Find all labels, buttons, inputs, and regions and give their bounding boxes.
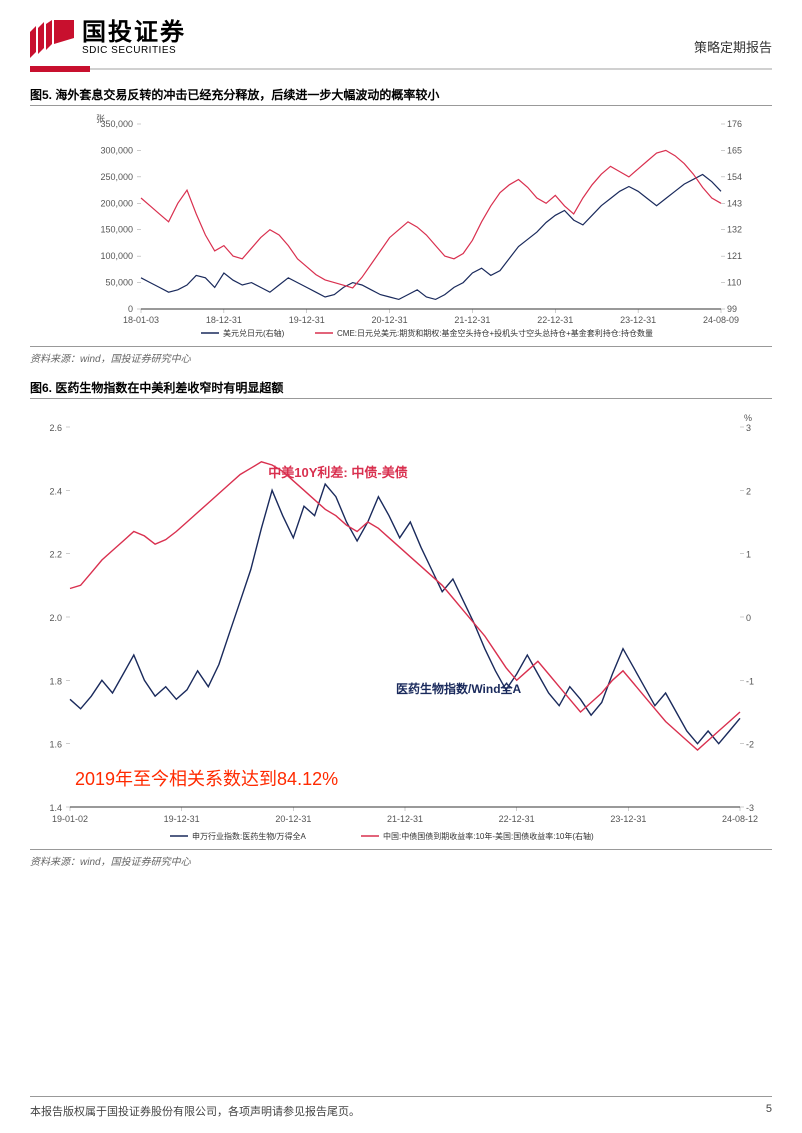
report-type-label: 策略定期报告 (694, 37, 772, 56)
svg-text:1.4: 1.4 (49, 803, 62, 813)
svg-text:中国:中债国债到期收益率:10年-美国:国债收益率:10年(: 中国:中债国债到期收益率:10年-美国:国债收益率:10年(右轴) (383, 831, 594, 841)
svg-text:154: 154 (727, 172, 742, 182)
svg-text:3: 3 (746, 423, 751, 433)
svg-text:19-01-02: 19-01-02 (52, 814, 88, 824)
svg-text:23-12-31: 23-12-31 (620, 315, 656, 325)
svg-text:250,000: 250,000 (100, 172, 133, 182)
company-logo-icon (30, 20, 74, 58)
svg-text:300,000: 300,000 (100, 145, 133, 155)
svg-text:20-12-31: 20-12-31 (275, 814, 311, 824)
svg-text:-3: -3 (746, 803, 754, 813)
svg-text:19-12-31: 19-12-31 (164, 814, 200, 824)
copyright-text: 本报告版权属于国投证券股份有限公司，各项声明请参见报告尾页。 (30, 1103, 360, 1119)
svg-text:1: 1 (746, 550, 751, 560)
svg-text:%: % (744, 413, 752, 423)
chart6-canvas: 1.4 1.6 1.8 2.0 2.2 2.4 2.6% -3 -2 -1 0 1 2 3 19-01-02… (30, 407, 770, 847)
svg-text:121: 121 (727, 251, 742, 261)
svg-text:99: 99 (727, 304, 737, 314)
svg-text:1.8: 1.8 (49, 676, 62, 686)
svg-text:张: 张 (96, 114, 105, 124)
svg-text:24-08-09: 24-08-09 (703, 315, 739, 325)
svg-text:1.6: 1.6 (49, 740, 62, 750)
page-number: 5 (766, 1103, 772, 1119)
svg-text:中美10Y利差: 中债-美债: 中美10Y利差: 中债-美债 (268, 465, 407, 480)
svg-text:100,000: 100,000 (100, 251, 133, 261)
svg-text:165: 165 (727, 145, 742, 155)
page-footer: 本报告版权属于国投证券股份有限公司，各项声明请参见报告尾页。 5 (30, 1096, 772, 1119)
svg-text:200,000: 200,000 (100, 198, 133, 208)
svg-text:110: 110 (727, 278, 741, 288)
header-divider (30, 66, 772, 72)
chart6-title: 图6. 医药生物指数在中美利差收窄时有明显超额 (30, 379, 772, 399)
svg-text:2.0: 2.0 (49, 613, 62, 623)
chart6-section: 图6. 医药生物指数在中美利差收窄时有明显超额 1.4 1.6 1.8 2.0 2.2 2… (30, 379, 772, 868)
svg-text:医药生物指数/Wind全A: 医药生物指数/Wind全A (396, 681, 522, 696)
svg-text:2019年至今相关系数达到84.12%: 2019年至今相关系数达到84.12% (75, 769, 338, 789)
svg-text:18-12-31: 18-12-31 (206, 315, 242, 325)
svg-text:150,000: 150,000 (100, 225, 133, 235)
chart5-section: 图5. 海外套息交易反转的冲击已经充分释放，后续进一步大幅波动的概率较小 0 50… (30, 86, 772, 365)
svg-text:申万行业指数:医药生物/万得全A: 申万行业指数:医药生物/万得全A (192, 831, 306, 841)
logo-block: 国投证券 SDIC SECURITIES (30, 20, 186, 58)
chart6-source: 资料来源：wind，国投证券研究中心 (30, 853, 772, 868)
chart5-source: 资料来源：wind，国投证券研究中心 (30, 350, 772, 365)
svg-text:350,000: 350,000 (100, 119, 133, 129)
svg-text:CME:日元兑美元:期货和期权:基金空头持仓+投机头寸空头总: CME:日元兑美元:期货和期权:基金空头持仓+投机头寸空头总持仓+基金套利持仓:… (337, 328, 653, 338)
svg-text:21-12-31: 21-12-31 (454, 315, 490, 325)
page-header: 国投证券 SDIC SECURITIES 策略定期报告 (30, 20, 772, 58)
svg-text:-2: -2 (746, 740, 754, 750)
svg-text:24-08-12: 24-08-12 (722, 814, 758, 824)
svg-text:23-12-31: 23-12-31 (610, 814, 646, 824)
svg-text:176: 176 (727, 119, 742, 129)
company-name-cn: 国投证券 (82, 21, 186, 45)
chart5-container: 0 50,000 100,000 150,000 200,000 250,000 300,0… (30, 110, 772, 347)
svg-text:19-12-31: 19-12-31 (289, 315, 325, 325)
svg-text:132: 132 (727, 225, 742, 235)
svg-text:143: 143 (727, 198, 742, 208)
svg-text:0: 0 (128, 304, 133, 314)
chart5-title: 图5. 海外套息交易反转的冲击已经充分释放，后续进一步大幅波动的概率较小 (30, 86, 772, 106)
svg-text:50,000: 50,000 (105, 278, 133, 288)
svg-text:美元兑日元(右轴): 美元兑日元(右轴) (223, 328, 285, 338)
svg-text:-1: -1 (746, 676, 754, 686)
svg-text:2.6: 2.6 (49, 423, 62, 433)
svg-text:20-12-31: 20-12-31 (372, 315, 408, 325)
svg-text:18-01-03: 18-01-03 (123, 315, 159, 325)
svg-text:2: 2 (746, 486, 751, 496)
chart6-container: 1.4 1.6 1.8 2.0 2.2 2.4 2.6% -3 -2 -1 0 1 2 3 19-01-02… (30, 403, 772, 850)
svg-text:0: 0 (746, 613, 751, 623)
svg-text:22-12-31: 22-12-31 (537, 315, 573, 325)
company-name-en: SDIC SECURITIES (82, 45, 186, 57)
chart5-canvas: 0 50,000 100,000 150,000 200,000 250,000 300,0… (51, 114, 751, 344)
svg-text:21-12-31: 21-12-31 (387, 814, 423, 824)
svg-text:22-12-31: 22-12-31 (499, 814, 535, 824)
svg-text:2.4: 2.4 (49, 486, 62, 496)
svg-text:2.2: 2.2 (49, 550, 62, 560)
